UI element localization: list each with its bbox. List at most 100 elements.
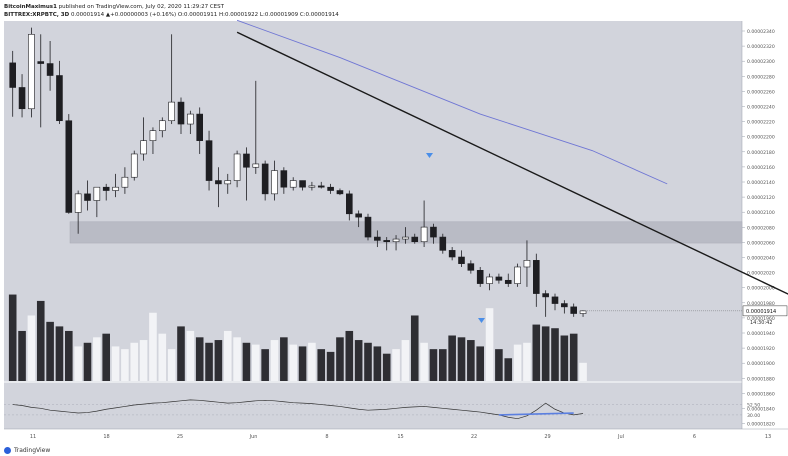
published-text: published on TradingView.com, July 02, 2…: [58, 4, 224, 10]
candle-body: [159, 120, 166, 131]
volume-bar: [364, 342, 372, 381]
volume-bar: [102, 333, 110, 381]
candle: [514, 263, 521, 287]
candle-body: [317, 185, 325, 188]
candle: [486, 273, 493, 291]
y-tick-label: 0.00002120: [747, 195, 775, 201]
candle-body: [46, 63, 54, 76]
y-tick-label: 0.00002320: [747, 44, 775, 50]
volume-bar: [420, 342, 428, 381]
y-tick-label: 0.00001900: [747, 361, 775, 367]
candle-body: [261, 163, 269, 195]
volume-bar: [27, 315, 36, 381]
y-tick-label: 0.00002260: [747, 89, 775, 95]
volume-bar: [429, 349, 438, 381]
candle-body: [374, 236, 381, 241]
volume-bar: [280, 337, 288, 381]
candle-body: [102, 186, 110, 191]
x-tick-label: 15: [397, 434, 403, 440]
volume-bar: [46, 321, 54, 381]
candle: [430, 223, 437, 244]
volume-bar: [252, 344, 260, 381]
y-tick-label: 0.00002180: [747, 150, 775, 156]
x-tick-label: Jun: [249, 434, 258, 440]
volume-bar: [476, 346, 484, 381]
candle-body: [439, 236, 447, 251]
candle-body: [130, 153, 138, 178]
candle-body: [252, 163, 260, 168]
candle-body: [504, 279, 512, 284]
candle-body: [224, 180, 232, 185]
volume-bar: [439, 349, 447, 381]
volume-bar: [233, 337, 241, 381]
candle: [243, 147, 250, 201]
volume-bar: [523, 342, 531, 381]
volume-bar: [167, 349, 176, 381]
candle: [476, 266, 484, 287]
volume-bar: [541, 326, 550, 381]
candle: [140, 117, 147, 161]
candle-body: [448, 250, 456, 258]
candle: [271, 160, 278, 201]
y-tick-label: 0.00002280: [747, 74, 775, 80]
candle-body: [327, 186, 334, 191]
x-tick-label: 6: [693, 434, 696, 440]
publish-line: BitcoinMaximus1 published on TradingView…: [4, 4, 224, 10]
rsi-line: [12, 399, 584, 420]
candle: [561, 300, 568, 314]
candle: [261, 160, 269, 201]
x-tick-label: 22: [471, 434, 477, 440]
candle-body: [28, 33, 35, 110]
volume-bar: [317, 349, 326, 381]
last-price-label: 0.00001914: [746, 309, 776, 315]
candle-body: [56, 75, 63, 122]
rsi-divergence-line: [498, 412, 574, 416]
volume-bar: [448, 335, 456, 381]
volume-bar: [186, 330, 195, 381]
candle-body: [514, 266, 521, 284]
candle-body: [523, 260, 531, 268]
candle-body: [168, 101, 175, 122]
volume-bar: [177, 326, 185, 381]
candle-body: [140, 140, 147, 155]
candle-body: [551, 296, 559, 304]
candle: [532, 253, 540, 307]
volume-bar: [195, 337, 204, 381]
candle-body: [364, 216, 372, 238]
volume-bar: [55, 326, 64, 381]
candle: [439, 233, 447, 254]
candle: [18, 74, 26, 118]
y-tick-label: 0.00002000: [747, 286, 775, 292]
candle-body: [74, 193, 82, 213]
candle: [224, 173, 232, 194]
volume-bar: [551, 328, 559, 381]
volume-bar: [36, 300, 45, 381]
x-tick-label: 25: [177, 434, 183, 440]
volume-bar: [308, 342, 316, 381]
candle-body: [84, 193, 91, 201]
candle-body: [542, 293, 549, 298]
volume-bar: [401, 340, 410, 381]
y-tick-label: 0.00002060: [747, 240, 775, 246]
candle-body: [205, 140, 213, 181]
symbol-line: BITTREX:XRPBTC, 3D 0.00001914 ▲+0.000000…: [4, 12, 339, 18]
candle: [177, 97, 185, 135]
volume-bar: [326, 351, 335, 381]
candle-body: [18, 87, 26, 110]
author-name[interactable]: BitcoinMaximus1: [4, 4, 57, 10]
candle: [84, 180, 91, 211]
candle: [46, 40, 54, 91]
y-tick-label: 0.00001920: [747, 346, 775, 352]
candle-body: [37, 61, 45, 64]
y-tick-label: 0.00002340: [747, 29, 775, 35]
candle: [355, 210, 362, 228]
volume-bar: [382, 353, 391, 381]
volume-bar: [467, 340, 475, 381]
candle-body: [486, 276, 493, 284]
candle-body: [345, 193, 353, 215]
candle: [299, 180, 306, 191]
candle: [168, 34, 175, 125]
volume-bar: [223, 330, 232, 381]
candle: [327, 183, 334, 194]
